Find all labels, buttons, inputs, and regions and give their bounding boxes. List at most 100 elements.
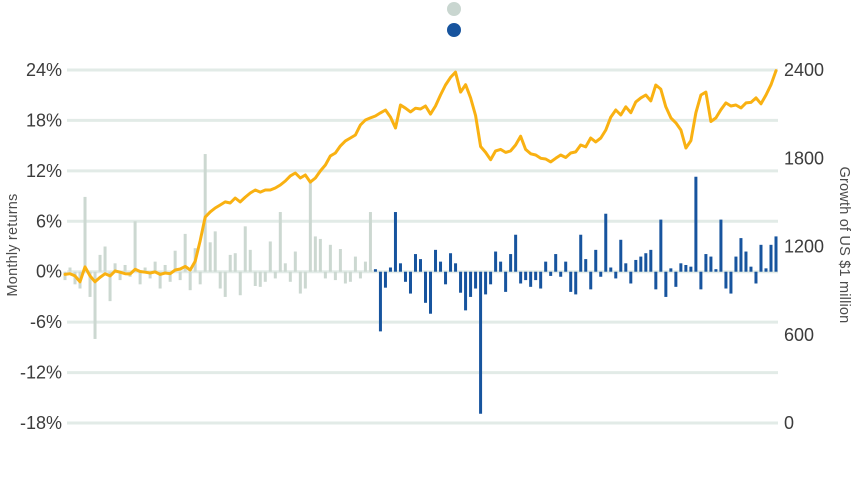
- monthly-return-bar: [83, 196, 87, 272]
- monthly-return-bar: [634, 259, 638, 272]
- left-axis-tick-label: 18%: [26, 110, 62, 130]
- monthly-return-bar: [614, 271, 618, 279]
- monthly-return-bar: [93, 271, 97, 339]
- monthly-return-bar: [253, 271, 257, 286]
- monthly-return-bar: [529, 271, 533, 287]
- monthly-return-bar: [248, 249, 252, 272]
- monthly-return-bar: [469, 271, 473, 297]
- right-axis-title: Growth of US $1 million: [836, 166, 852, 324]
- monthly-return-bar: [143, 267, 147, 272]
- left-axis-tick-label: 0%: [36, 262, 62, 282]
- monthly-return-bar: [213, 231, 217, 272]
- monthly-return-bar: [353, 256, 357, 272]
- monthly-return-bar: [338, 249, 342, 272]
- monthly-return-bar: [268, 241, 272, 272]
- monthly-return-bar: [413, 254, 417, 272]
- monthly-return-bar: [584, 259, 588, 272]
- monthly-return-bar: [479, 271, 483, 414]
- monthly-return-bar: [368, 212, 372, 272]
- monthly-return-bar: [444, 271, 448, 285]
- monthly-return-bar: [118, 271, 122, 281]
- monthly-return-bar: [459, 271, 463, 293]
- legend-dot-period-2: [447, 23, 461, 37]
- monthly-return-bar: [694, 176, 698, 272]
- monthly-return-bar: [298, 271, 302, 294]
- monthly-return-bar: [449, 253, 453, 272]
- monthly-return-bar: [764, 268, 768, 272]
- monthly-return-bar: [258, 271, 262, 287]
- monthly-return-bar: [429, 271, 433, 314]
- monthly-return-bar: [574, 271, 578, 295]
- monthly-return-bar: [539, 271, 543, 289]
- monthly-return-bar: [744, 251, 748, 272]
- monthly-return-bar: [679, 263, 683, 272]
- monthly-return-bar: [494, 251, 498, 272]
- monthly-return-bar: [559, 271, 563, 277]
- monthly-return-bar: [403, 271, 407, 282]
- monthly-return-bar: [138, 271, 142, 285]
- right-axis-tick-label: 0: [784, 413, 794, 433]
- monthly-return-bar: [749, 266, 753, 272]
- monthly-return-bar: [564, 261, 568, 272]
- monthly-return-bar: [218, 271, 222, 289]
- monthly-return-bar: [504, 271, 508, 292]
- monthly-return-bar: [579, 234, 583, 272]
- monthly-return-bar: [348, 271, 352, 282]
- monthly-return-bar: [754, 271, 758, 284]
- monthly-return-bar: [649, 249, 653, 272]
- monthly-return-bar: [734, 256, 738, 272]
- monthly-return-bar: [629, 271, 633, 284]
- monthly-return-bar: [604, 213, 608, 272]
- monthly-return-bar: [398, 263, 402, 272]
- right-axis-tick-label: 2400: [784, 60, 824, 80]
- monthly-return-bar: [408, 271, 412, 294]
- monthly-return-bar: [323, 271, 327, 279]
- monthly-return-bar: [188, 271, 192, 291]
- monthly-return-bar: [88, 271, 92, 297]
- monthly-return-bar: [363, 261, 367, 272]
- monthly-return-bar: [519, 271, 523, 284]
- monthly-return-bar: [263, 271, 267, 282]
- monthly-return-bar: [303, 271, 307, 289]
- monthly-return-bar: [273, 271, 277, 279]
- monthly-return-bar: [419, 259, 422, 272]
- monthly-return-bar: [203, 154, 207, 272]
- monthly-return-bar: [328, 244, 332, 272]
- monthly-return-bar: [554, 254, 558, 272]
- monthly-return-bar: [499, 261, 503, 272]
- monthly-return-bar: [373, 269, 377, 272]
- monthly-return-bar: [233, 253, 237, 272]
- monthly-return-bar: [664, 271, 668, 297]
- monthly-return-bar: [388, 267, 392, 272]
- monthly-return-bar: [524, 271, 528, 281]
- monthly-return-bar: [153, 261, 157, 272]
- monthly-return-bar: [424, 271, 428, 303]
- left-axis-tick-label: -12%: [20, 363, 62, 383]
- monthly-return-bar: [313, 236, 317, 272]
- monthly-return-bar: [474, 271, 478, 289]
- monthly-return-bar: [378, 271, 382, 332]
- monthly-return-bar: [158, 271, 162, 289]
- left-axis-tick-label: -6%: [30, 312, 62, 332]
- right-axis-tick-label: 1800: [784, 148, 824, 168]
- monthly-return-bar: [624, 263, 628, 272]
- monthly-return-bar: [719, 219, 723, 272]
- monthly-return-bar: [63, 271, 67, 281]
- monthly-return-bar: [393, 212, 397, 272]
- monthly-return-bar: [434, 249, 438, 272]
- monthly-return-bar: [288, 271, 292, 282]
- right-axis-tick-label: 600: [784, 325, 814, 345]
- monthly-return-bar: [724, 271, 728, 289]
- monthly-return-bar: [183, 233, 187, 272]
- monthly-return-bar: [714, 269, 718, 272]
- left-axis-tick-label: -18%: [20, 413, 62, 433]
- monthly-return-bar: [609, 267, 613, 272]
- monthly-return-bar: [684, 264, 688, 272]
- legend-dot-period-1: [447, 2, 461, 16]
- monthly-return-bar: [699, 271, 703, 290]
- monthly-return-bar: [243, 226, 247, 272]
- monthly-return-bar: [383, 271, 387, 288]
- growth-line: [63, 69, 778, 284]
- monthly-return-bar: [358, 271, 362, 279]
